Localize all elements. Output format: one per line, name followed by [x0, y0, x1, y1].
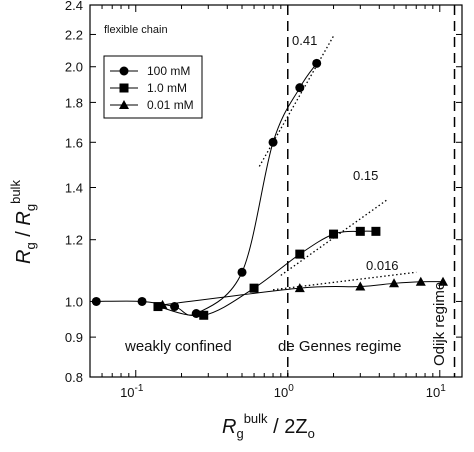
data-point-square [355, 226, 365, 236]
x-tick-label: 10-1 [120, 383, 144, 400]
series-line [162, 281, 444, 306]
y-tick-label: 2.0 [65, 60, 83, 75]
data-point-triangle [389, 278, 400, 288]
data-point-circle [268, 137, 278, 147]
y-tick-label: 1.4 [65, 181, 83, 196]
data-point-square [199, 310, 209, 320]
data-point-circle [191, 309, 201, 319]
data-point-square [329, 229, 339, 239]
y-tick-label: 1.2 [65, 233, 83, 248]
data-markers [91, 58, 449, 320]
x-tick-label: 100 [274, 383, 294, 400]
y-tick-label: 1.8 [65, 95, 83, 110]
fit-label-041: 0.41 [292, 33, 317, 48]
y-tick-label: 1.0 [65, 294, 83, 309]
legend: 100 mM 1.0 mM 0.01 mM [103, 55, 203, 119]
flexible-chain-label: flexible chain [104, 24, 168, 36]
fit-label-0016: 0.016 [366, 258, 399, 273]
data-point-square [295, 249, 305, 259]
de-gennes-regime-label: de Gennes regime [278, 338, 401, 355]
series-line [96, 63, 318, 316]
fit-label-015: 0.15 [353, 168, 378, 183]
weakly-confined-label: weakly confined [124, 338, 232, 355]
y-tick-label: 2.4 [65, 0, 83, 13]
plot-frame [89, 4, 463, 378]
x-tick-label: 101 [426, 383, 446, 400]
legend-marker-circle [119, 66, 129, 76]
plot-area-border [89, 4, 463, 378]
data-point-circle [91, 296, 101, 306]
y-tick-label: 0.8 [65, 370, 83, 385]
axis-ticks: 0.8 0.9 1.0 1.2 1.4 1.6 1.8 2.0 2.2 2.4 10-1 100 101 [65, 0, 462, 400]
x-axis-label: Rgbulk / 2Zo [222, 411, 315, 441]
data-point-square [249, 283, 259, 293]
data-point-square [371, 226, 381, 236]
legend-marker-square [119, 83, 129, 93]
y-tick-label: 1.6 [65, 135, 83, 150]
fit-lines [258, 35, 417, 291]
data-point-square [153, 302, 163, 312]
legend-label-1mm: 1.0 mM [147, 81, 187, 95]
data-point-triangle [438, 276, 449, 286]
fit-line [272, 271, 417, 291]
data-point-circle [295, 83, 305, 93]
legend-marker-triangle [119, 100, 129, 109]
legend-label-001mm: 0.01 mM [147, 98, 194, 112]
odijk-regime-label: Odijk regime [431, 282, 448, 366]
y-tick-label: 0.9 [65, 330, 83, 345]
data-point-triangle [355, 281, 366, 291]
data-point-triangle [415, 276, 426, 286]
y-axis-label: Rg / Rgbulk [8, 180, 38, 264]
data-point-circle [237, 267, 247, 277]
regime-lines [287, 5, 456, 377]
data-point-circle [170, 302, 180, 312]
legend-label-100mm: 100 mM [147, 64, 190, 78]
series-line [157, 230, 376, 317]
data-point-circle [312, 58, 322, 68]
fit-line [258, 35, 335, 167]
data-point-circle [137, 296, 147, 306]
data-point-triangle [157, 299, 168, 309]
data-point-triangle [294, 283, 305, 293]
y-tick-label: 2.2 [65, 27, 83, 42]
